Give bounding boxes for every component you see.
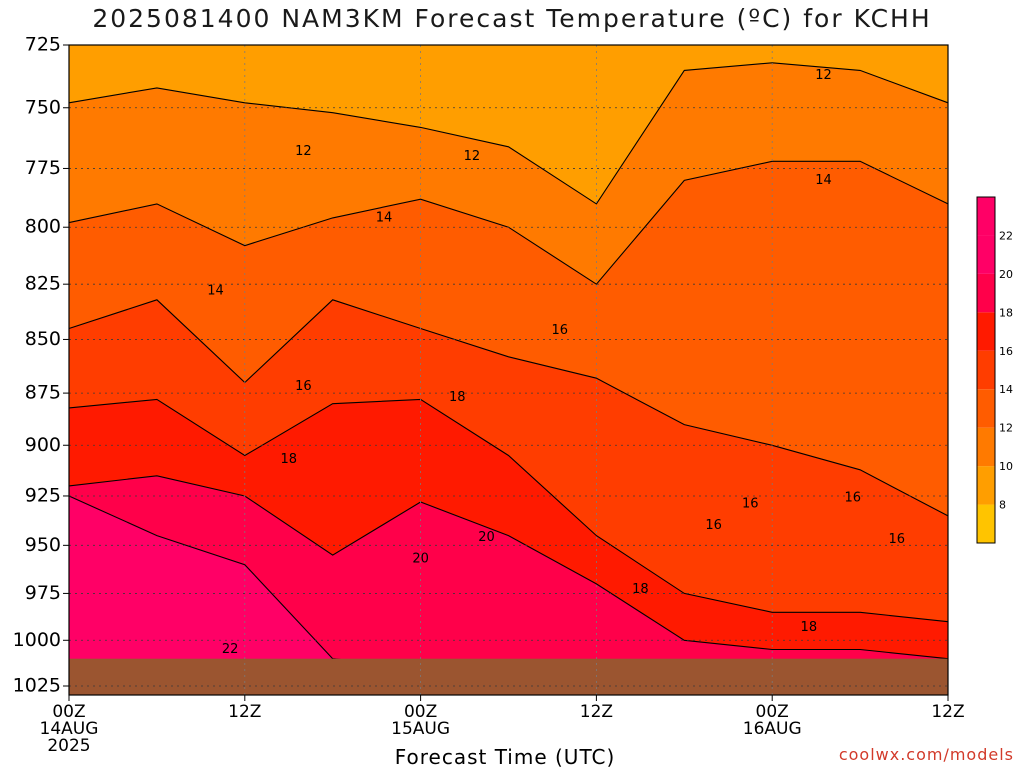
- y-tick-label: 1000: [13, 629, 61, 651]
- y-tick-label: 1025: [13, 674, 61, 696]
- colorbar-label: 14: [999, 383, 1013, 396]
- colorbar-segment: [977, 350, 995, 390]
- colorbar-label: 22: [999, 229, 1013, 242]
- y-tick-label: 825: [25, 273, 61, 295]
- colorbar-label: 18: [999, 306, 1013, 319]
- x-tick-label: 00Z: [756, 702, 789, 722]
- y-tick-label: 950: [25, 534, 61, 556]
- x-tick-label: 2025: [47, 736, 90, 756]
- contour-label: 12: [464, 149, 481, 164]
- colorbar-segment: [977, 466, 995, 505]
- contour-label: 18: [449, 390, 466, 405]
- chart-title: 2025081400 NAM3KM Forecast Temperature (…: [92, 4, 932, 33]
- colorbar: 8 10 12 14 16 18 20 22: [976, 196, 1013, 544]
- temperature-bands: [69, 45, 948, 695]
- contour-label: 18: [632, 582, 649, 597]
- x-axis-label: Forecast Time (UTC): [394, 745, 616, 769]
- colorbar-segment: [977, 312, 995, 351]
- x-tick-label: 12Z: [228, 702, 261, 722]
- colorbar-segment: [977, 389, 995, 428]
- y-tick-label: 875: [25, 382, 61, 404]
- contour-label: 16: [295, 379, 312, 394]
- isotherm-18: [68, 398, 949, 623]
- contour-label: 16: [552, 323, 569, 338]
- contour-label: 14: [376, 210, 393, 225]
- colorbar-label: 10: [999, 460, 1013, 473]
- axes: 725 750 775 800 825 850 875 900 925 950 975 1000 102…: [13, 34, 965, 757]
- contour-label: 22: [222, 642, 239, 657]
- band-10: [69, 45, 948, 204]
- isotherm-16: [68, 299, 949, 517]
- colorbar-label: 16: [999, 345, 1013, 358]
- colorbar-segment: [977, 504, 995, 543]
- y-tick-label: 975: [25, 582, 61, 604]
- x-tick-label: 12Z: [580, 702, 613, 722]
- colorbar-label: 8: [999, 499, 1006, 512]
- y-tick-label: 750: [25, 96, 61, 118]
- y-tick-label: 925: [25, 484, 61, 506]
- x-tick-label: 00Z: [52, 702, 85, 722]
- x-tick-label: 12Z: [931, 702, 964, 722]
- y-tick-label: 775: [25, 157, 61, 179]
- y-tick-label: 800: [25, 216, 61, 238]
- colorbar-segment: [977, 235, 995, 274]
- x-tick-label: 00Z: [404, 702, 437, 722]
- contour-label: 14: [815, 173, 832, 188]
- isotherm-20: [68, 475, 949, 660]
- colorbar-segment: [977, 197, 995, 236]
- contour-label: 16: [845, 490, 862, 505]
- colorbar-frame: [976, 196, 996, 544]
- y-tick-label: 850: [25, 328, 61, 350]
- terrain-fill: [69, 658, 948, 695]
- y-tick-label: 900: [25, 434, 61, 456]
- x-tick-label: 15AUG: [391, 719, 450, 739]
- terrain-area: [69, 658, 948, 695]
- contour-label: 12: [295, 144, 312, 159]
- colorbar-segment: [977, 273, 995, 313]
- contour-label: 18: [801, 620, 818, 635]
- contour-label: 12: [815, 68, 832, 83]
- colorbar-label: 12: [999, 422, 1013, 435]
- contour-label: 16: [742, 496, 759, 511]
- y-tick-label: 725: [25, 34, 61, 56]
- contour-label: 16: [705, 518, 722, 533]
- contour-label: 14: [207, 283, 224, 298]
- contour-label: 20: [412, 551, 429, 566]
- contour-labels: 12 12 12 14 14 14 16 16 16 16 16 16 18 18 18 18 20 20 22: [207, 68, 905, 657]
- plot-frame: [68, 44, 949, 696]
- x-tick-label: 14AUG: [40, 719, 99, 739]
- contour-label: 18: [280, 452, 297, 467]
- colorbar-label: 20: [999, 268, 1013, 281]
- isotherm-12: [68, 62, 949, 205]
- source-credit[interactable]: coolwx.com/models: [838, 745, 1014, 764]
- colorbar-segment: [977, 427, 995, 467]
- contour-label: 16: [888, 532, 905, 547]
- x-tick-label: 16AUG: [743, 719, 802, 739]
- contour-label: 20: [478, 530, 495, 545]
